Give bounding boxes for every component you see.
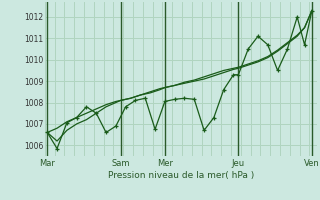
X-axis label: Pression niveau de la mer( hPa ): Pression niveau de la mer( hPa ) [108, 171, 254, 180]
